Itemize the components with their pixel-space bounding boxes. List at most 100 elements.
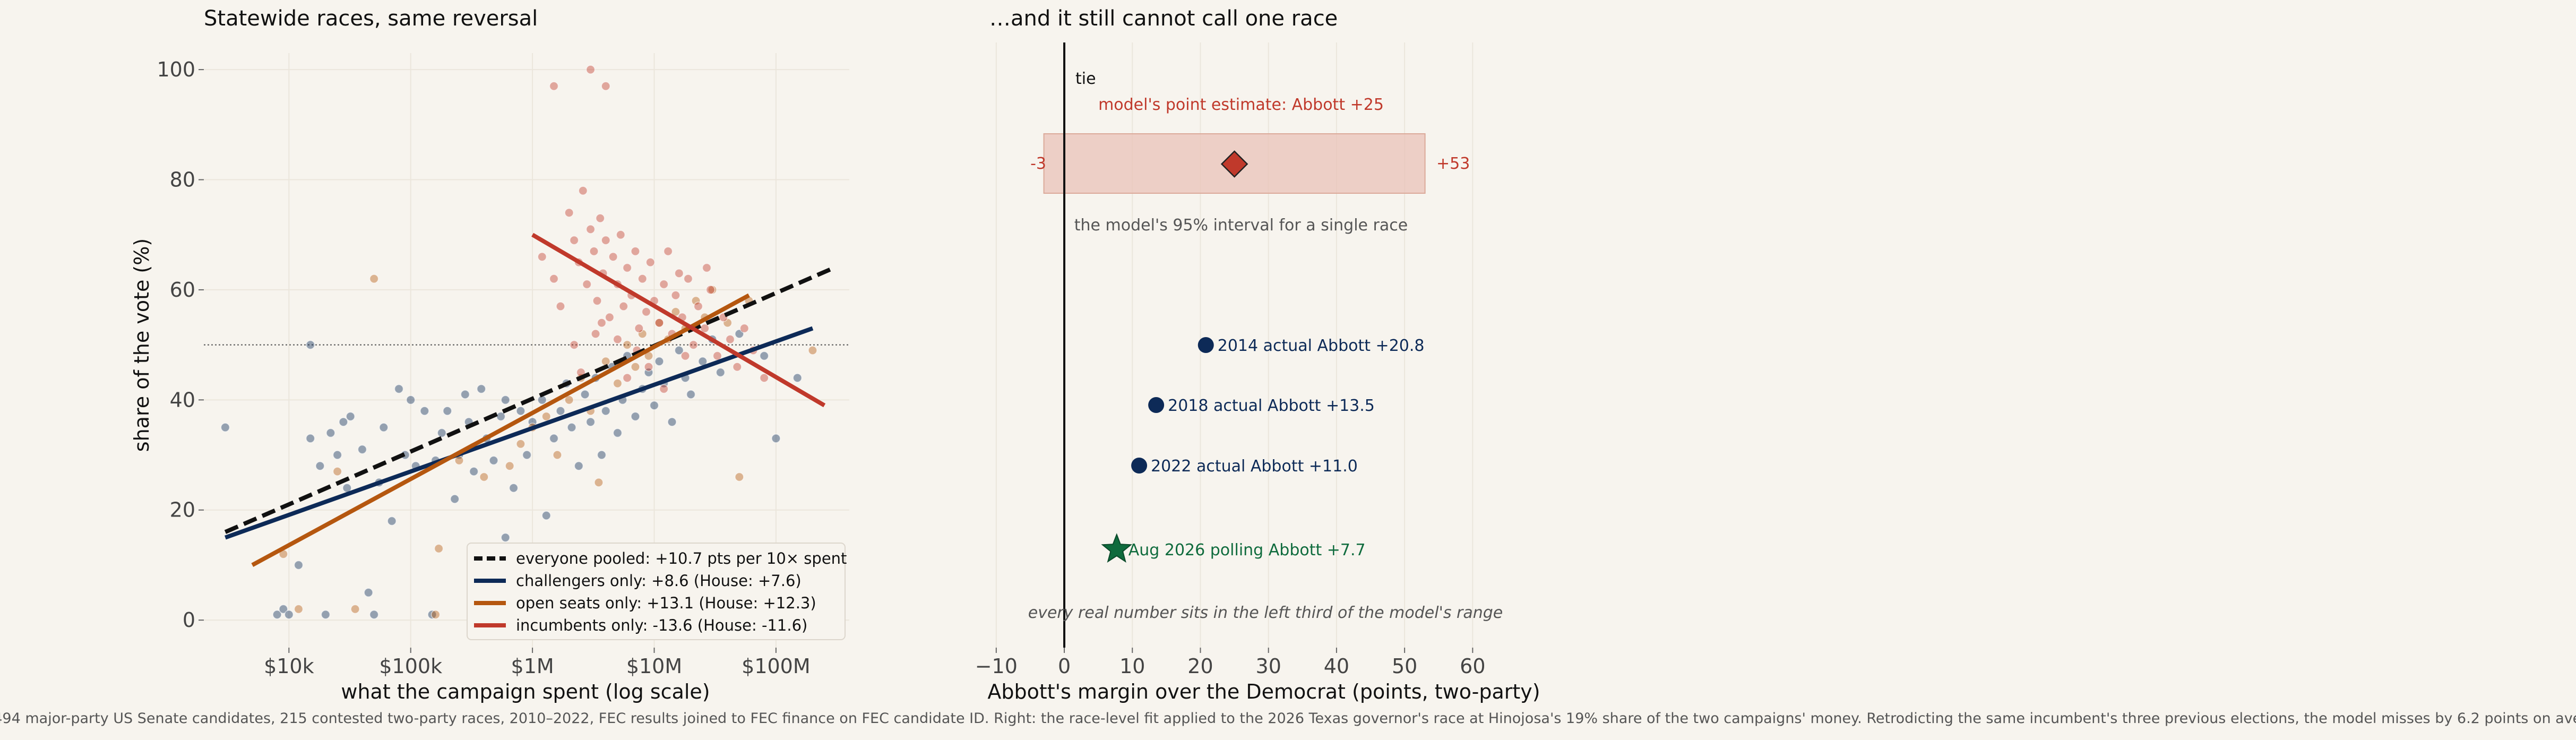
incumbents-point (683, 274, 693, 283)
incumbents-point (733, 362, 742, 372)
open-seats-point (430, 610, 441, 619)
right-ticks: −10 0 10 20 30 40 50 60 (975, 648, 1486, 678)
actual-result-label: 2022 actual Abbott +11.0 (1151, 457, 1358, 476)
x-tick-label: $10M (626, 655, 682, 678)
challengers-point (601, 406, 610, 416)
challengers-point (771, 434, 781, 443)
incumbents-point (622, 263, 632, 273)
incumbents-point (597, 318, 607, 328)
challengers-point (667, 417, 677, 427)
incumbents-point (759, 373, 769, 383)
open-seats-point (631, 362, 640, 372)
open-seats-point (350, 604, 360, 614)
incumbents-point (702, 263, 712, 273)
challengers-point (556, 406, 565, 416)
challengers-point (489, 455, 498, 466)
actual-result-point (1131, 458, 1148, 474)
y-tick-label: 60 (170, 278, 195, 302)
open-seats-point (479, 472, 489, 482)
legend-label: open seats only: +13.1 (House: +12.3) (516, 594, 816, 612)
legend-items: everyone pooled: +10.7 pts per 10× spent… (474, 549, 847, 634)
challengers-fit-line (225, 326, 814, 540)
x-tick-label: 20 (1187, 655, 1213, 678)
actual-result-label: 2018 actual Abbott +13.5 (1168, 397, 1375, 415)
open-seats-point (622, 340, 632, 350)
incumbents-point (622, 373, 632, 383)
incumbents-point (693, 302, 703, 311)
incumbents-point (739, 323, 749, 333)
left-fit-lines (224, 233, 835, 567)
open-seats-point (601, 356, 610, 366)
open-seats-point (691, 296, 701, 306)
challengers-point (509, 483, 519, 493)
challengers-point (443, 406, 452, 416)
incumbents-point (725, 334, 735, 345)
interval-high-label: +53 (1436, 154, 1470, 173)
actual-result-label: 2014 actual Abbott +20.8 (1218, 337, 1425, 355)
right-content: 2014 actual Abbott +20.8 2018 actual Abbo… (1043, 42, 1426, 648)
open-seats-point (434, 544, 444, 554)
challengers-point (649, 400, 659, 410)
incumbents-point (634, 323, 644, 333)
left-x-axis-label: what the campaign spent (log scale) (341, 680, 710, 703)
challengers-point (357, 444, 367, 454)
y-tick-label: 100 (157, 58, 195, 81)
interval-low-label: -3 (1030, 154, 1046, 173)
challengers-point (450, 494, 460, 504)
challengers-point (537, 395, 547, 405)
challengers-point (674, 346, 684, 355)
challengers-point (339, 417, 348, 427)
x-tick-label: $100M (742, 655, 811, 678)
open-seats-fit-line (251, 293, 750, 567)
incumbents-point (618, 302, 628, 311)
challengers-point (476, 384, 486, 394)
pooled-fit-line (224, 265, 835, 534)
open-seats-point (735, 472, 744, 482)
incumbents-point (601, 235, 610, 245)
open-seats-point (369, 274, 379, 283)
legend-label: challengers only: +8.6 (House: +7.6) (516, 572, 802, 590)
incumbents-point (601, 81, 610, 91)
incumbents-point (616, 230, 626, 239)
x-tick-label: −10 (975, 655, 1018, 678)
challengers-point (294, 560, 304, 570)
polling-label: Aug 2026 polling Abbott +7.7 (1128, 541, 1366, 560)
challengers-point (369, 610, 379, 619)
challengers-point (501, 532, 510, 543)
incumbents-point (712, 351, 722, 361)
x-tick-label: 50 (1392, 655, 1417, 678)
estimate-diamond (1220, 150, 1248, 178)
challengers-point (469, 467, 479, 476)
challengers-point (460, 390, 470, 399)
challengers-point (379, 423, 389, 432)
incumbents-point (564, 208, 574, 218)
y-tick-label: 80 (170, 168, 195, 192)
x-tick-label: 0 (1058, 655, 1071, 678)
incumbents-point (591, 329, 600, 339)
incumbents-point (644, 362, 653, 372)
challengers-point (580, 390, 590, 399)
challengers-point (792, 373, 803, 383)
incumbents-point (680, 351, 690, 361)
open-seats-point (553, 450, 562, 460)
challengers-point (321, 610, 331, 619)
challengers-point (284, 610, 294, 619)
incumbents-point (705, 285, 716, 295)
challengers-point (541, 511, 552, 520)
incumbents-point (613, 334, 623, 345)
left-panel-title: Statewide races, same reversal (204, 6, 538, 31)
open-seats-point (594, 478, 604, 487)
challengers-point (220, 423, 230, 432)
y-tick-label: 0 (183, 608, 195, 632)
incumbents-point (537, 252, 547, 262)
incumbents-point (595, 213, 605, 223)
open-seats-point (505, 461, 514, 471)
incumbents-point (569, 340, 579, 350)
challengers-point (406, 395, 416, 405)
challengers-point (279, 604, 288, 614)
open-seats-point (516, 439, 525, 449)
challengers-point (437, 428, 447, 438)
incumbents-fit-line (531, 233, 826, 408)
incumbents-point (556, 302, 565, 311)
legend-box (467, 543, 846, 640)
